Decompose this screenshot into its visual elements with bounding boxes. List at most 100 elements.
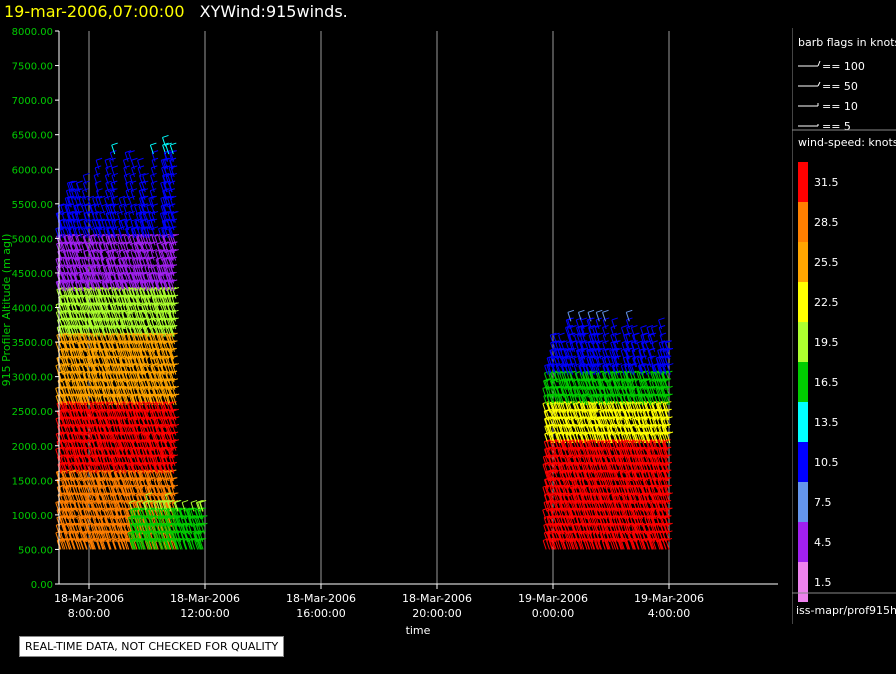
wind-barb-staff (85, 403, 89, 413)
wind-barb-staff (101, 236, 106, 246)
wind-barb-staff (65, 357, 70, 368)
wind-barb-staff (64, 517, 69, 527)
wind-barb-staff (73, 418, 78, 428)
wind-barb-staff (106, 213, 110, 223)
wind-barb-staff (69, 494, 74, 504)
wind-barb-flag (69, 188, 76, 192)
wind-barb-staff (87, 494, 92, 504)
wind-barb-flag (70, 355, 77, 359)
wind-barb-flag (78, 363, 85, 367)
wind-barb-staff (86, 395, 91, 406)
wind-barb-staff (83, 479, 88, 489)
wind-barb-staff (75, 411, 80, 421)
wind-barb-staff (79, 525, 84, 535)
wind-barb-staff (81, 274, 86, 284)
wind-barb-staff (101, 205, 106, 216)
wind-barb-flag (123, 165, 130, 169)
wind-barb-flag (79, 294, 86, 298)
wind-barb-staff (83, 251, 88, 261)
wind-barb-staff (80, 312, 85, 322)
wind-barb-staff (149, 144, 154, 155)
wind-barb-staff (83, 471, 88, 482)
wind-barb-staff (128, 152, 133, 162)
wind-barb-flag (67, 256, 75, 260)
wind-barb-flag (56, 233, 63, 237)
wind-barb-staff (77, 319, 82, 330)
wind-barb-staff (84, 205, 89, 216)
wind-barb-staff (59, 441, 64, 451)
wind-barb-flag (69, 309, 77, 313)
wind-barb-staff (71, 372, 76, 383)
wind-barb-flag (71, 370, 78, 374)
wind-barb-staff (62, 220, 67, 231)
wind-barb-flag (71, 256, 79, 260)
wind-barb-staff (67, 258, 72, 269)
wind-barb-flag (72, 347, 80, 351)
wind-barb-staff (84, 380, 89, 390)
wind-barb-staff (76, 213, 81, 223)
wind-barb-staff (109, 160, 114, 170)
wind-barb-staff (81, 350, 86, 360)
wind-barb-staff (78, 487, 83, 497)
wind-barb-staff (76, 236, 81, 246)
wind-barb-staff (83, 449, 88, 459)
wind-barb-flag (79, 408, 87, 412)
wind-barb-flag (65, 279, 72, 283)
wind-barb-staff (71, 342, 76, 352)
wind-barb-flag (131, 157, 138, 161)
wind-barb-staff (64, 281, 69, 292)
wind-barb-flag (78, 484, 85, 488)
wind-barb-flag (60, 439, 68, 443)
wind-barb-staff (71, 296, 75, 307)
wind-barb-flag (59, 446, 66, 450)
wind-barb-flag (74, 393, 82, 397)
wind-barb-staff (67, 388, 71, 398)
wind-barb-staff (85, 296, 90, 307)
wind-barb-staff (65, 258, 70, 269)
wind-barb-staff (83, 456, 88, 466)
wind-barb-staff (86, 517, 91, 527)
wind-barb-staff (67, 456, 72, 466)
wind-barb-staff (78, 471, 83, 482)
wind-barb-flag (129, 172, 137, 176)
wind-barb-staff (89, 236, 93, 246)
wind-barb-staff (66, 266, 71, 276)
wind-barb-flag (73, 264, 80, 268)
wind-barb-flag (74, 226, 82, 230)
wind-barb-flag (62, 347, 70, 351)
wind-barb-staff (68, 266, 73, 276)
wind-barb-flag (76, 439, 83, 443)
wind-barb-flag (95, 157, 103, 161)
wind-barb-flag (71, 188, 78, 192)
wind-barb-flag (88, 385, 95, 389)
wind-barb-flag (81, 256, 88, 260)
wind-barb-staff (78, 198, 83, 208)
wind-barb-staff (70, 281, 75, 292)
wind-barb-staff (76, 403, 81, 413)
wind-barb-flag (82, 226, 89, 230)
wind-barb-staff (72, 532, 77, 542)
wind-barb-staff (60, 350, 65, 360)
wind-barb-staff (75, 236, 80, 246)
wind-barb-staff (86, 266, 91, 276)
wind-barb-flag (64, 347, 72, 351)
wind-barb-staff (82, 236, 87, 246)
wind-barb-staff (59, 395, 63, 406)
wind-barb-staff (66, 372, 71, 383)
wind-barb-flag (76, 203, 84, 207)
wind-barb-staff (74, 334, 79, 345)
wind-barb-staff (80, 532, 85, 542)
wind-barb-staff (75, 319, 80, 330)
wind-barb-staff (88, 296, 93, 307)
wind-barb-staff (77, 228, 82, 238)
wind-barb-staff (69, 517, 74, 527)
wind-barb-flag (78, 309, 85, 313)
wind-barb-staff (59, 540, 64, 550)
wind-barb-flag (66, 226, 73, 230)
wind-barb-staff (83, 312, 87, 322)
wind-barb-flag (67, 484, 75, 488)
wind-barb-flag (82, 195, 89, 199)
wind-barb-staff (78, 426, 83, 436)
wind-barb-flag (74, 271, 82, 275)
wind-barb-staff (58, 304, 63, 314)
